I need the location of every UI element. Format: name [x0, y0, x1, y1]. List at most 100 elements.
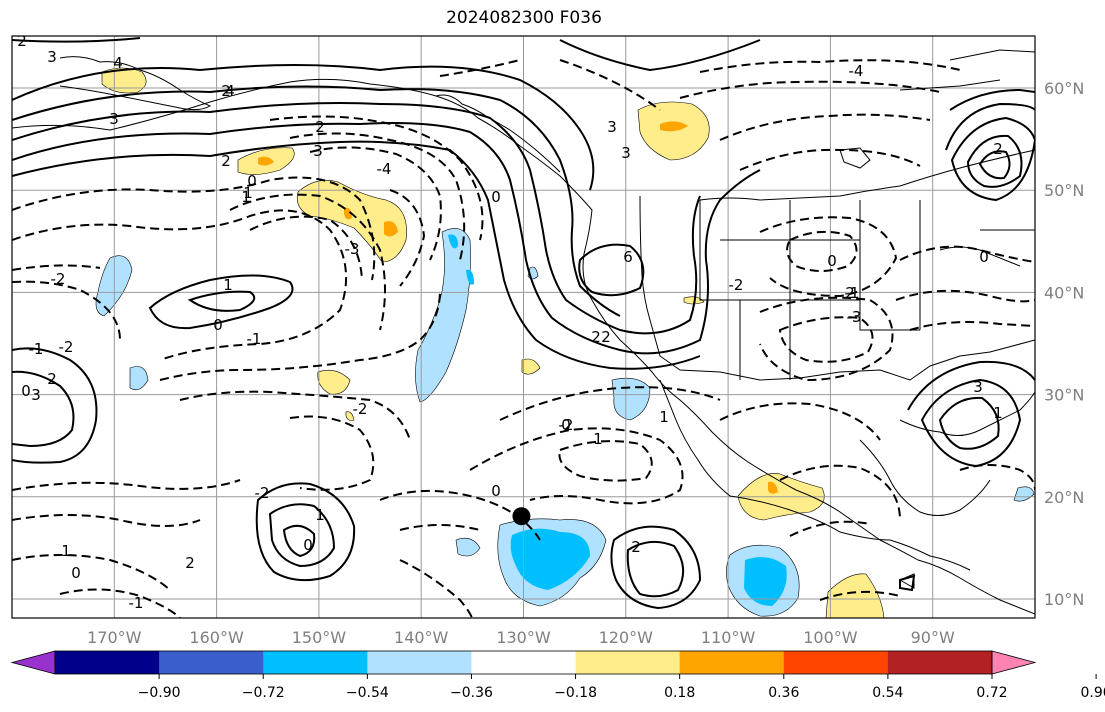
contour-label: 3 — [607, 118, 617, 136]
contour-label: 2 — [845, 284, 855, 302]
latitude-label: 40°N — [1044, 283, 1084, 302]
contour-label: 0 — [247, 172, 257, 190]
contour-label: 0 — [827, 252, 837, 270]
colorbar-segment — [159, 651, 264, 674]
contour-label: 1 — [993, 404, 1003, 422]
latitude-label: 60°N — [1044, 79, 1084, 98]
contour-label: 1 — [315, 506, 325, 524]
contour-label: 1 — [223, 276, 233, 294]
contour-label: 1 — [241, 188, 251, 206]
colorbar-tick-label: 0.54 — [872, 685, 903, 701]
longitude-label: 140°W — [394, 628, 449, 647]
colorbar-tick-label: 0.36 — [768, 685, 799, 701]
colorbar-tick-label: 0.72 — [976, 685, 1007, 701]
colorbar-tick-label: −0.72 — [242, 685, 285, 701]
dashed-contours — [12, 59, 1035, 618]
latitude-label: 30°N — [1044, 386, 1084, 405]
contour-label: -1 — [129, 594, 144, 612]
longitude-labels: 170°W 160°W 150°W 140°W 130°W 120°W 110°W 100°W… — [87, 628, 955, 647]
contour-label: -2 — [51, 270, 66, 288]
contour-label: -2 — [255, 484, 270, 502]
latitude-labels: 60°N 50°N 40°N 30°N 20°N 10°N — [1044, 79, 1084, 609]
longitude-label: 100°W — [803, 628, 858, 647]
longitude-label: 170°W — [87, 628, 142, 647]
contour-label: -2 — [559, 416, 574, 434]
contour-label: -4 — [849, 62, 864, 80]
colorbar-tick-label: −0.18 — [554, 685, 597, 701]
coastlines — [12, 49, 1035, 615]
contour-label: 1 — [243, 184, 253, 202]
contour-label: 2 — [591, 328, 601, 346]
contour-label: 2 — [221, 82, 231, 100]
colorbar-segment — [575, 651, 681, 674]
colorbar-segment — [471, 651, 577, 674]
colorbar-tick-label: −0.36 — [450, 685, 493, 701]
colorbar-segment — [263, 651, 368, 674]
map-frame — [11, 35, 1036, 619]
contour-label: 3 — [621, 144, 631, 162]
colorbar-segment — [783, 651, 889, 674]
contour-label: 2 — [315, 118, 325, 136]
contour-label: 0 — [71, 564, 81, 582]
latitude-label: 10°N — [1044, 590, 1084, 609]
contour-label: 6 — [623, 248, 633, 266]
contour-label: -1 — [845, 284, 860, 302]
colorbar-tick-label: 0.18 — [664, 685, 695, 701]
contour-label: -1 — [247, 330, 262, 348]
contour-label: -2 — [729, 276, 744, 294]
contour-label: 2 — [601, 328, 611, 346]
contour-label: 2 — [221, 152, 231, 170]
longitude-label: 160°W — [189, 628, 244, 647]
longitude-label: 120°W — [599, 628, 654, 647]
contour-label: 3 — [31, 386, 41, 404]
contour-label: 1 — [659, 408, 669, 426]
graticule-grid — [12, 36, 1035, 618]
contour-label: 0 — [979, 248, 989, 266]
map-panel: 23 43210-1243210-2-3-401236210320-1-2-3-4… — [12, 32, 1035, 618]
contour-labels: 23 43210-1243210-2-3-401236210320-1-2-3-4… — [17, 32, 1003, 612]
colorbar-segment — [55, 651, 160, 674]
positive-anomaly-shading — [101, 67, 885, 618]
contour-label: 0 — [213, 316, 223, 334]
longitude-label: 130°W — [496, 628, 551, 647]
contour-label: 2 — [631, 538, 641, 556]
contour-label: 3 — [109, 110, 119, 128]
contour-label: -3 — [847, 308, 862, 326]
contour-label: -2 — [353, 400, 368, 418]
contour-label: 3 — [973, 378, 983, 396]
latitude-label: 50°N — [1044, 181, 1084, 200]
contour-label: 4 — [225, 82, 235, 100]
colorbar-segment — [887, 651, 993, 674]
colorbar: −0.90 −0.72 −0.54 −0.36 −0.18 0.18 0.36 0.54 0.7… — [10, 650, 1105, 701]
longitude-label: 110°W — [701, 628, 756, 647]
contour-label: 2 — [17, 32, 27, 50]
contour-label: 2 — [185, 554, 195, 572]
position-marker — [512, 507, 531, 526]
contour-label: 2 — [993, 140, 1003, 158]
colorbar-segment — [679, 651, 785, 674]
solid-contours — [12, 37, 1035, 610]
colorbar-tick-label: 0.90 — [1081, 685, 1105, 701]
colorbar-tick-label: −0.90 — [138, 685, 181, 701]
longitude-label: 150°W — [292, 628, 347, 647]
colorbar-frame — [54, 650, 993, 675]
contour-label: 0 — [303, 536, 313, 554]
colorbar-extend-low — [10, 650, 56, 675]
chart-title: 2024082300 F036 — [446, 8, 602, 28]
contour-label: 0 — [21, 382, 31, 400]
negative-anomaly-shading — [95, 228, 1035, 617]
latitude-label: 20°N — [1044, 488, 1084, 507]
longitude-label: 90°W — [911, 628, 955, 647]
contour-label: -4 — [377, 160, 392, 178]
colorbar-extend-high — [991, 650, 1037, 675]
contour-label: 1 — [593, 430, 603, 448]
colorbar-segment — [367, 651, 472, 674]
contour-label: 4 — [113, 54, 123, 72]
contour-label: -1 — [29, 340, 44, 358]
contour-label: 0 — [561, 416, 571, 434]
contour-label: 0 — [491, 188, 501, 206]
contour-label: 0 — [491, 482, 501, 500]
contour-label: 3 — [47, 48, 57, 66]
contour-label: 1 — [61, 542, 71, 560]
